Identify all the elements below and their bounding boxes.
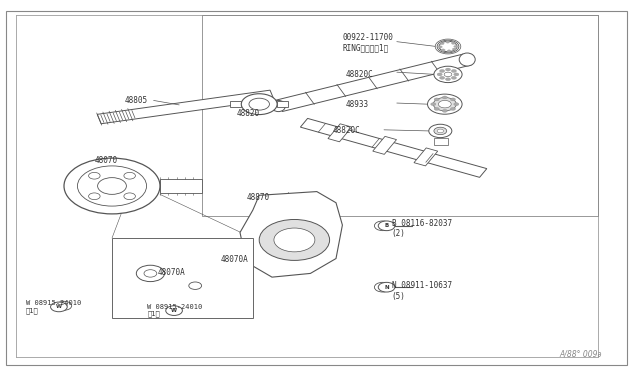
Circle shape — [374, 221, 391, 231]
Polygon shape — [414, 148, 438, 166]
Circle shape — [438, 46, 442, 48]
Circle shape — [442, 109, 447, 112]
Text: 48820C: 48820C — [333, 126, 360, 135]
Circle shape — [77, 166, 147, 206]
Text: B: B — [385, 223, 388, 228]
Text: 48070: 48070 — [95, 156, 118, 165]
Circle shape — [452, 48, 456, 50]
Polygon shape — [372, 137, 397, 154]
Circle shape — [189, 282, 202, 289]
Bar — [112, 238, 253, 318]
Circle shape — [166, 306, 182, 315]
Text: 48805: 48805 — [125, 96, 148, 105]
Circle shape — [429, 124, 452, 138]
Polygon shape — [328, 124, 352, 142]
Circle shape — [434, 108, 439, 110]
Text: N 08911-10637
(5): N 08911-10637 (5) — [392, 281, 452, 301]
Circle shape — [259, 219, 330, 260]
Circle shape — [445, 68, 451, 71]
Circle shape — [440, 42, 444, 45]
Circle shape — [434, 127, 447, 135]
Polygon shape — [160, 179, 202, 193]
Circle shape — [438, 100, 451, 108]
Circle shape — [51, 302, 67, 312]
Circle shape — [451, 76, 456, 79]
Ellipse shape — [271, 100, 285, 112]
Polygon shape — [277, 101, 288, 107]
Circle shape — [435, 39, 461, 54]
Circle shape — [378, 282, 395, 292]
Circle shape — [124, 172, 136, 179]
Circle shape — [428, 94, 462, 114]
Text: B 08116-82037
(2): B 08116-82037 (2) — [392, 219, 452, 238]
Text: 48933: 48933 — [346, 100, 369, 109]
Text: W 08915-24010
（1）: W 08915-24010 （1） — [147, 304, 202, 317]
Circle shape — [434, 98, 439, 101]
Text: 00922-11700
RINGリング（1）: 00922-11700 RINGリング（1） — [342, 33, 393, 52]
Circle shape — [61, 304, 67, 308]
Circle shape — [442, 49, 445, 51]
Text: 48070A: 48070A — [221, 255, 248, 264]
Circle shape — [454, 103, 459, 106]
Circle shape — [434, 66, 462, 83]
Polygon shape — [300, 118, 487, 177]
Text: W: W — [171, 308, 177, 313]
Circle shape — [447, 50, 451, 52]
Circle shape — [88, 193, 100, 200]
Polygon shape — [434, 138, 448, 145]
Circle shape — [437, 73, 442, 76]
Polygon shape — [97, 90, 274, 124]
Circle shape — [451, 108, 456, 110]
Text: 48820: 48820 — [237, 109, 260, 118]
Polygon shape — [275, 54, 471, 112]
Circle shape — [454, 45, 458, 48]
Circle shape — [454, 73, 459, 76]
Circle shape — [144, 270, 157, 277]
Text: 48870: 48870 — [246, 193, 269, 202]
Ellipse shape — [460, 53, 476, 66]
Circle shape — [249, 98, 269, 110]
Circle shape — [97, 177, 127, 195]
Circle shape — [56, 301, 72, 310]
Bar — [202, 15, 598, 216]
Circle shape — [379, 224, 387, 228]
Circle shape — [136, 265, 164, 282]
Circle shape — [442, 96, 447, 99]
Circle shape — [451, 42, 455, 44]
Polygon shape — [230, 101, 241, 107]
Text: W: W — [56, 304, 62, 310]
Circle shape — [64, 158, 160, 214]
Circle shape — [124, 193, 136, 200]
Text: A/88° 009∂: A/88° 009∂ — [559, 350, 602, 359]
Text: N: N — [384, 285, 389, 290]
Text: W 08915-24010
（1）: W 08915-24010 （1） — [26, 300, 81, 314]
Circle shape — [440, 76, 445, 79]
Text: 48820C: 48820C — [346, 70, 373, 79]
Circle shape — [431, 103, 436, 106]
Circle shape — [274, 228, 315, 252]
Circle shape — [451, 98, 456, 101]
Circle shape — [88, 172, 100, 179]
Circle shape — [437, 129, 444, 133]
Circle shape — [445, 41, 449, 43]
Text: 48070A: 48070A — [158, 268, 186, 277]
Circle shape — [374, 282, 391, 292]
Circle shape — [440, 70, 445, 73]
Circle shape — [378, 221, 395, 231]
Circle shape — [241, 94, 277, 115]
Circle shape — [379, 285, 387, 289]
Polygon shape — [240, 192, 342, 277]
Circle shape — [433, 97, 456, 111]
Circle shape — [444, 72, 452, 77]
Circle shape — [451, 70, 456, 73]
Circle shape — [445, 78, 451, 81]
